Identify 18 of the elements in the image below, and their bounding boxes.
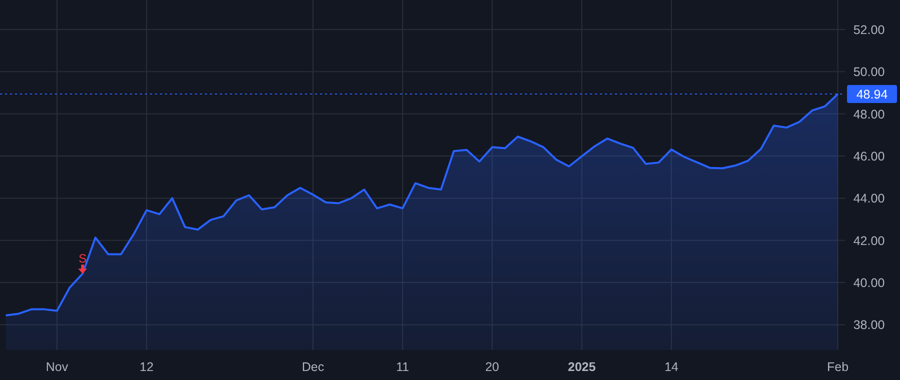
x-tick-label: 12 <box>140 360 154 374</box>
y-tick-label: 46.00 <box>853 150 885 164</box>
y-tick-label: 42.00 <box>853 234 885 248</box>
y-tick-label: 40.00 <box>853 276 885 290</box>
y-tick-label: 38.00 <box>853 318 885 332</box>
ref-line-label: 48.94 <box>856 88 888 102</box>
x-tick-label: Feb <box>827 360 849 374</box>
annotation: S <box>78 252 87 266</box>
x-tick-label: 2025 <box>568 360 596 374</box>
x-tick-label: Dec <box>302 360 324 374</box>
x-tick-label: 20 <box>485 360 500 374</box>
y-tick-label: 50.00 <box>853 65 885 80</box>
x-tick-label: 14 <box>664 360 678 374</box>
x-tick-label: 11 <box>396 360 410 374</box>
y-tick-label: 48.00 <box>853 107 885 122</box>
y-tick-label: 44.00 <box>853 192 885 206</box>
x-tick-label: Nov <box>46 360 69 374</box>
y-tick-label: 52.00 <box>853 23 885 38</box>
